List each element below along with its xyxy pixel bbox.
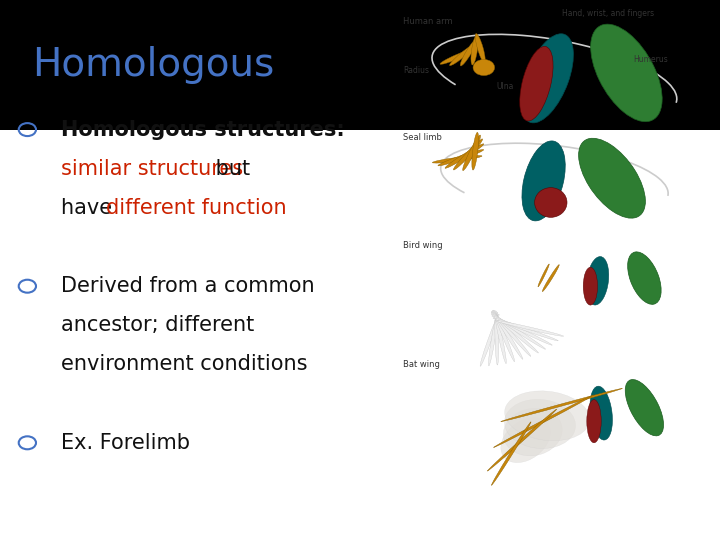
Text: Ex. Forelimb: Ex. Forelimb	[61, 433, 190, 453]
Text: but: but	[209, 159, 250, 179]
Ellipse shape	[493, 318, 558, 341]
Ellipse shape	[493, 395, 594, 448]
Text: Homologous: Homologous	[32, 46, 274, 84]
Ellipse shape	[473, 59, 495, 76]
Text: Bird wing: Bird wing	[403, 241, 443, 250]
Ellipse shape	[480, 314, 499, 366]
Text: have: have	[61, 198, 119, 218]
Ellipse shape	[495, 311, 499, 365]
Ellipse shape	[488, 312, 498, 366]
Ellipse shape	[492, 311, 531, 356]
Ellipse shape	[587, 400, 601, 443]
Ellipse shape	[445, 144, 484, 168]
Ellipse shape	[625, 380, 664, 436]
Ellipse shape	[440, 49, 474, 64]
Ellipse shape	[491, 422, 531, 485]
Ellipse shape	[438, 150, 484, 166]
Ellipse shape	[433, 156, 482, 163]
Ellipse shape	[520, 46, 553, 121]
Ellipse shape	[463, 135, 480, 171]
Ellipse shape	[628, 252, 661, 305]
Text: Homologous structures:: Homologous structures:	[61, 119, 345, 140]
Ellipse shape	[505, 399, 575, 449]
Ellipse shape	[534, 187, 567, 217]
Ellipse shape	[491, 312, 539, 353]
Ellipse shape	[579, 138, 645, 218]
Bar	[0, 130, 720, 540]
Ellipse shape	[587, 256, 608, 305]
Ellipse shape	[471, 36, 478, 65]
Text: Humerus: Humerus	[634, 55, 668, 64]
Ellipse shape	[492, 310, 523, 359]
Text: Hand, wrist, and fingers: Hand, wrist, and fingers	[562, 9, 654, 18]
Ellipse shape	[505, 391, 590, 441]
Ellipse shape	[449, 43, 477, 66]
Ellipse shape	[487, 409, 557, 471]
Ellipse shape	[521, 34, 573, 123]
Ellipse shape	[583, 267, 598, 305]
Ellipse shape	[503, 408, 562, 456]
Ellipse shape	[522, 141, 565, 221]
Text: similar structures: similar structures	[61, 159, 243, 179]
Text: Human arm: Human arm	[403, 17, 453, 26]
Ellipse shape	[501, 417, 550, 463]
Ellipse shape	[590, 386, 613, 440]
Text: Bat wing: Bat wing	[403, 360, 440, 369]
Ellipse shape	[493, 310, 515, 362]
Bar	[0, 0, 720, 130]
Ellipse shape	[495, 320, 564, 336]
Ellipse shape	[590, 24, 662, 122]
Text: environment conditions: environment conditions	[61, 354, 307, 374]
Text: different function: different function	[106, 198, 287, 218]
Ellipse shape	[460, 39, 477, 66]
Text: Ulna: Ulna	[497, 82, 514, 91]
Ellipse shape	[495, 310, 506, 363]
Text: Derived from a common: Derived from a common	[61, 276, 315, 296]
Ellipse shape	[454, 139, 482, 170]
Text: Radius: Radius	[403, 66, 429, 75]
Ellipse shape	[475, 33, 485, 63]
Ellipse shape	[542, 265, 559, 292]
Ellipse shape	[500, 388, 623, 422]
Ellipse shape	[492, 316, 552, 345]
Ellipse shape	[491, 314, 546, 349]
Ellipse shape	[538, 264, 549, 287]
Text: ancestor; different: ancestor; different	[61, 315, 254, 335]
Text: Seal limb: Seal limb	[403, 133, 442, 142]
Ellipse shape	[472, 132, 479, 170]
